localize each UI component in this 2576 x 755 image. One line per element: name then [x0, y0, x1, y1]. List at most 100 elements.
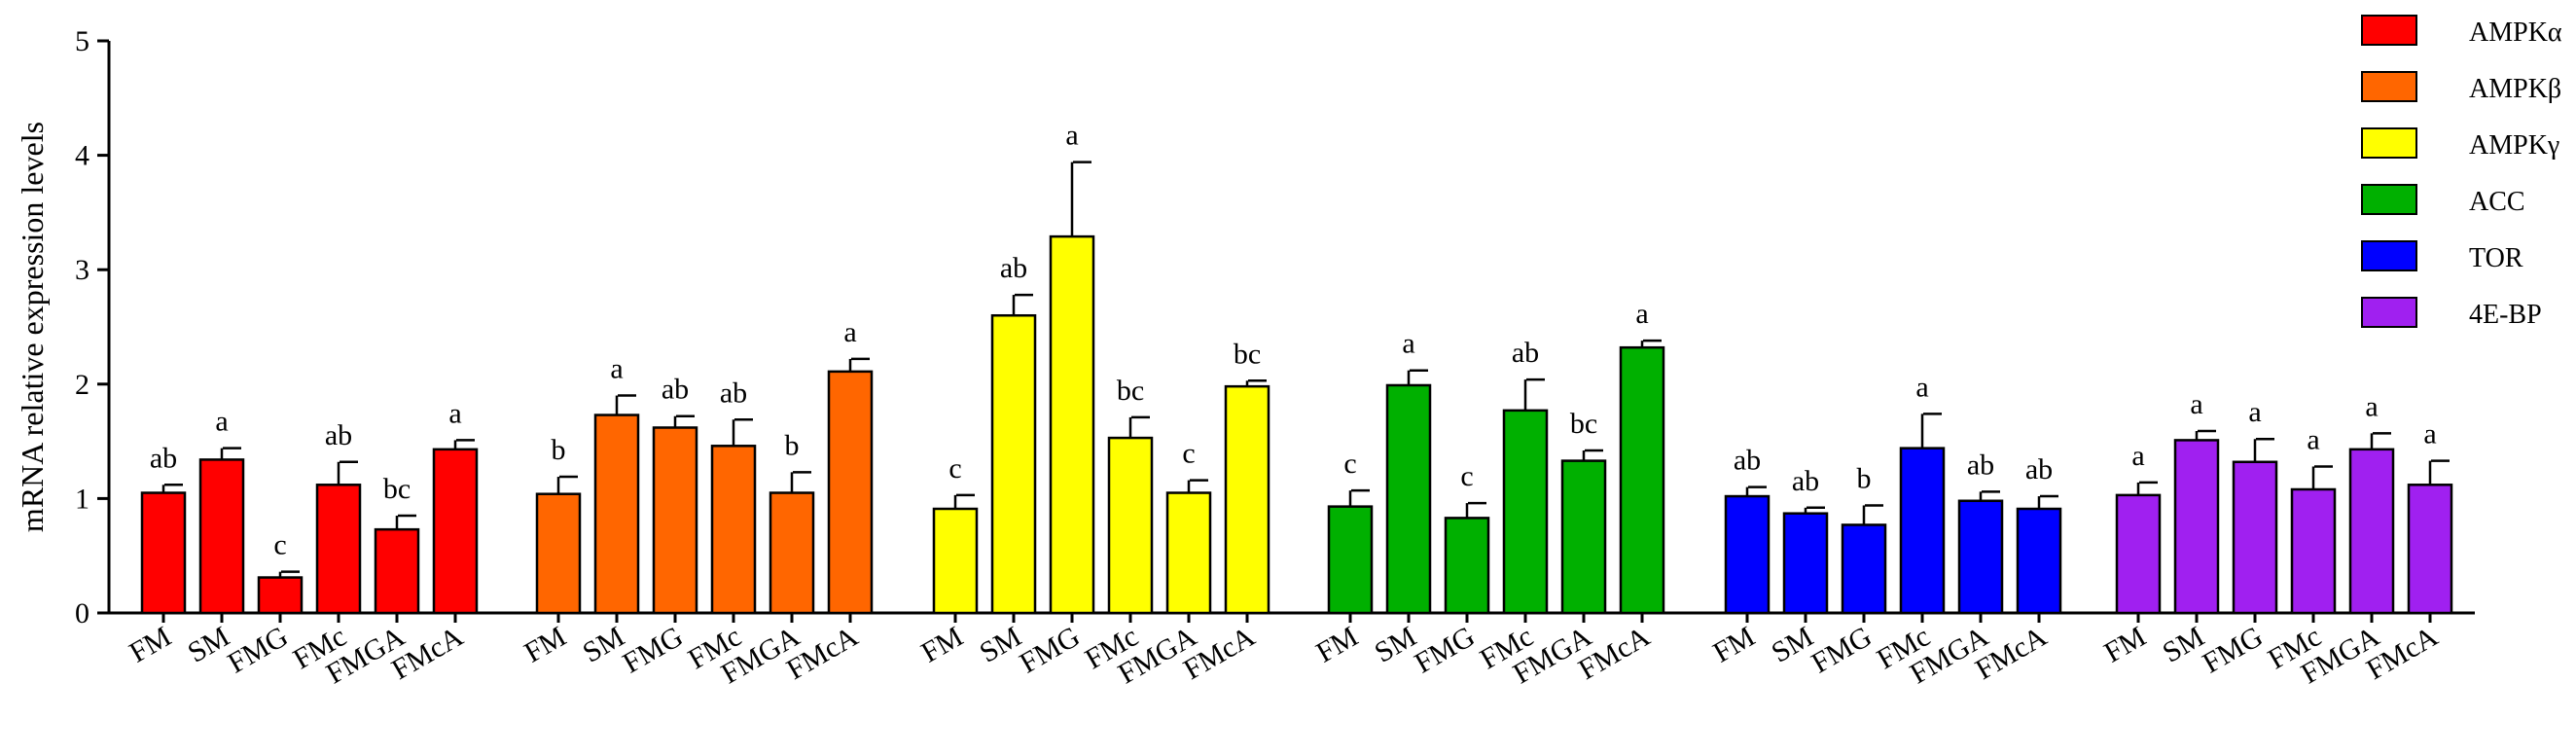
- bar: [1899, 447, 1946, 615]
- x-tick-label: FMG: [618, 620, 689, 679]
- bar: [1444, 517, 1490, 615]
- bar: [2407, 484, 2453, 615]
- bar: [1957, 499, 2004, 615]
- significance-label: b: [1857, 462, 1872, 494]
- significance-label: c: [948, 452, 961, 485]
- significance-label: c: [1460, 460, 1473, 492]
- bar: [1224, 384, 1270, 615]
- bar: [710, 445, 757, 615]
- legend-label: AMPKβ: [2469, 74, 2561, 104]
- bar: [257, 576, 304, 615]
- x-tick-label: FM: [915, 620, 968, 668]
- x-tick-label: FMG: [2198, 620, 2269, 679]
- bar: [2290, 487, 2337, 615]
- significance-label: a: [448, 397, 461, 429]
- significance-label: ab: [1512, 337, 1539, 369]
- legend-swatch: [2361, 297, 2417, 328]
- significance-label: a: [2248, 396, 2261, 428]
- x-tick-label: FM: [519, 620, 571, 668]
- y-tick-label: 2: [75, 369, 89, 401]
- significance-label: c: [1343, 448, 1356, 480]
- y-tick-label: 3: [75, 254, 89, 286]
- significance-label: c: [1182, 438, 1195, 470]
- bar: [990, 313, 1037, 615]
- significance-label: a: [2423, 418, 2436, 450]
- significance-label: ab: [150, 442, 177, 474]
- x-tick-label: FMG: [1410, 620, 1481, 679]
- bar: [1502, 409, 1549, 615]
- y-axis-title: mRNA relative expression levels: [15, 122, 50, 532]
- legend-label: TOR: [2469, 243, 2523, 273]
- significance-label: b: [552, 434, 566, 466]
- significance-label: ab: [325, 419, 352, 451]
- bar: [1724, 494, 1771, 615]
- significance-label: a: [1635, 298, 1648, 330]
- bar: [2016, 507, 2062, 615]
- bar: [198, 458, 245, 615]
- significance-label: bc: [1234, 338, 1261, 370]
- bar: [1385, 383, 1432, 615]
- x-tick-label: SM: [577, 620, 629, 668]
- x-tick-label: FM: [1310, 620, 1363, 668]
- bar: [593, 413, 640, 615]
- significance-label: a: [2307, 423, 2319, 455]
- significance-label: c: [273, 529, 286, 561]
- bar: [2232, 460, 2278, 615]
- bar: [432, 448, 479, 615]
- significance-label: bc: [383, 473, 411, 505]
- bar: [1619, 345, 1665, 615]
- significance-label: ab: [1792, 465, 1819, 497]
- legend-label: AMPKα: [2469, 18, 2562, 48]
- bar: [932, 507, 979, 615]
- bar: [1841, 523, 1887, 615]
- significance-label: ab: [720, 377, 747, 409]
- significance-label: bc: [1117, 375, 1144, 407]
- bar: [1107, 436, 1154, 615]
- bar: [2115, 493, 2162, 615]
- significance-label: a: [215, 406, 228, 438]
- bar: [1560, 459, 1607, 615]
- x-tick-label: SM: [1369, 620, 1421, 668]
- legend-label: AMPKγ: [2469, 130, 2559, 161]
- significance-label: ab: [2025, 453, 2053, 485]
- significance-label: a: [843, 316, 856, 348]
- bar: [374, 527, 420, 615]
- bar: [2348, 448, 2395, 615]
- bar: [769, 491, 815, 615]
- y-tick-label: 4: [75, 140, 89, 172]
- x-tick-label: FM: [1707, 620, 1760, 668]
- bar: [827, 370, 874, 615]
- bar: [652, 426, 698, 615]
- y-tick-label: 0: [75, 597, 89, 629]
- legend-swatch: [2361, 15, 2417, 46]
- legend-swatch: [2361, 127, 2417, 159]
- bar: [1327, 505, 1374, 615]
- legend-swatch: [2361, 184, 2417, 215]
- significance-label: a: [1065, 120, 1078, 152]
- significance-label: a: [2365, 390, 2378, 422]
- legend-label: ACC: [2469, 187, 2525, 217]
- significance-label: a: [2131, 440, 2144, 472]
- significance-label: bc: [1570, 408, 1597, 440]
- x-tick-label: FM: [124, 620, 176, 668]
- significance-label: ab: [1967, 449, 1994, 481]
- y-tick-label: 5: [75, 25, 89, 57]
- x-tick-label: SM: [974, 620, 1026, 668]
- legend-swatch: [2361, 71, 2417, 102]
- x-tick-label: SM: [182, 620, 234, 668]
- bar: [315, 484, 362, 615]
- bar: [1782, 512, 1829, 615]
- significance-label: a: [2190, 388, 2202, 420]
- legend-swatch: [2361, 240, 2417, 271]
- x-tick-label: FMG: [223, 620, 294, 679]
- bar: [535, 492, 582, 615]
- x-tick-label: SM: [2157, 620, 2209, 668]
- significance-label: a: [1915, 371, 1928, 403]
- bar: [1049, 234, 1095, 615]
- significance-label: b: [785, 429, 800, 461]
- x-tick-label: FMG: [1807, 620, 1878, 679]
- bar: [1165, 491, 1212, 615]
- bar: [140, 491, 187, 615]
